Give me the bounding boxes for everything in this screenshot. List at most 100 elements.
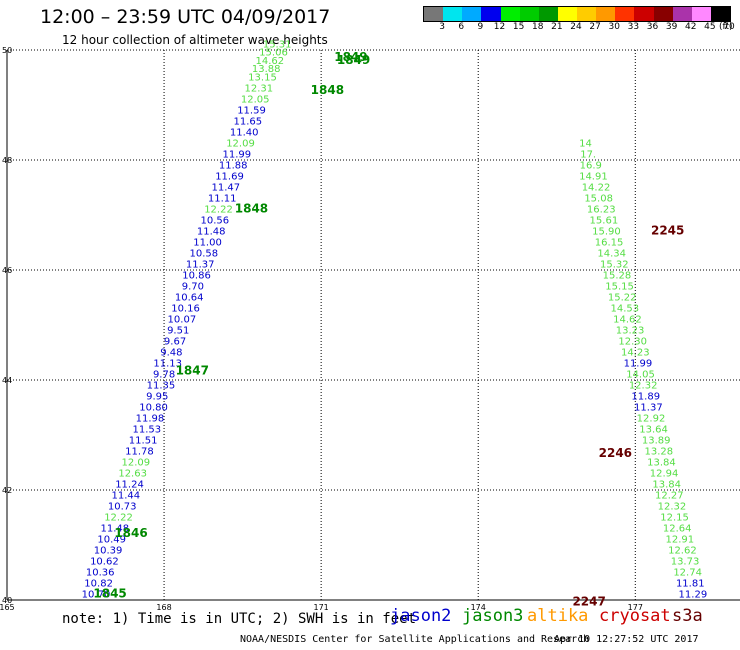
swh-value: 11.88 — [219, 160, 248, 171]
swh-value: 12.22 — [204, 204, 233, 215]
swh-value: 11.11 — [208, 193, 237, 204]
color-scale-tick: 70 — [723, 22, 735, 32]
swh-value: 9.78 — [153, 369, 175, 380]
swh-value: 12.94 — [650, 468, 679, 479]
time-label: 1849 — [334, 50, 367, 64]
y-tick-label: 48 — [2, 156, 12, 165]
satellite-legend-jason3: jason3 — [462, 606, 524, 626]
swh-value: 14.22 — [582, 182, 611, 193]
color-scale-cell — [538, 7, 558, 21]
time-label: 1848 — [235, 201, 268, 215]
color-scale-cell — [615, 7, 635, 21]
swh-value: 10.58 — [190, 248, 219, 259]
color-scale-tick: 42 — [685, 22, 697, 32]
y-tick-label: 40 — [2, 596, 12, 605]
swh-value: 15.08 — [584, 193, 613, 204]
time-label: 1849 — [337, 53, 370, 67]
swh-value: 9.48 — [160, 347, 182, 358]
color-scale-cell — [500, 7, 520, 21]
color-scale-cell — [653, 7, 673, 21]
swh-value: 11.37 — [186, 259, 215, 270]
satellite-legend-s3a: s3a — [672, 606, 703, 626]
color-scale-cell — [691, 7, 711, 21]
swh-value: 12.32 — [629, 380, 658, 391]
swh-value: 12.09 — [121, 457, 150, 468]
swh-value: 10.56 — [201, 215, 230, 226]
swh-value: 15.06 — [259, 48, 288, 59]
time-label: 1846 — [114, 526, 147, 540]
swh-value: 12.15 — [660, 512, 689, 523]
time-label: 1848 — [311, 83, 344, 97]
swh-value: 15.90 — [592, 226, 621, 237]
swh-value: 12.31 — [245, 83, 274, 94]
swh-value: 10.70 — [82, 589, 111, 600]
color-scale-tick: 45 — [704, 22, 716, 32]
note-text: note: 1) Time is in UTC; 2) SWH is in fe… — [62, 611, 417, 627]
swh-value: 11.48 — [101, 523, 130, 534]
swh-value: 13.64 — [639, 424, 668, 435]
swh-value: 11.53 — [132, 424, 161, 435]
color-scale-cell — [557, 7, 577, 21]
color-scale-tick: 30 — [608, 22, 620, 32]
swh-value: 10.16 — [171, 303, 200, 314]
color-scale-cell — [481, 7, 501, 21]
color-scale-tick: 36 — [646, 22, 659, 32]
swh-value: 11.44 — [112, 490, 141, 501]
swh-value: 10.73 — [108, 501, 137, 512]
swh-value: 14.34 — [597, 248, 626, 259]
swh-value: 14.62 — [256, 56, 285, 67]
color-scale-cell — [672, 7, 692, 21]
time-label: 1847 — [176, 364, 209, 378]
swh-value: 10.36 — [86, 567, 115, 578]
swh-value: 13.88 — [252, 64, 281, 75]
chart-title: 12:00 – 23:59 UTC 04/09/2017 — [40, 6, 331, 28]
swh-value: 11.81 — [676, 578, 705, 589]
swh-value: 11.99 — [223, 149, 252, 160]
color-scale-cell — [596, 7, 616, 21]
axis-frame — [6, 50, 740, 601]
swh-value: 11.35 — [147, 380, 176, 391]
x-tick-label: 168 — [156, 603, 171, 612]
swh-value: 10.80 — [139, 402, 168, 413]
color-scale-cell — [634, 7, 654, 21]
color-scale-tick: 18 — [532, 22, 544, 32]
swh-value: 15.22 — [608, 292, 637, 303]
grid-lines — [7, 49, 740, 600]
swh-value: 12.05 — [241, 94, 270, 105]
color-scale-cell — [443, 7, 463, 21]
tick-labels: 165 168 171 174 177 40 42 44 46 48 50 — [0, 46, 643, 612]
color-scale-tick: 6 — [458, 22, 465, 32]
color-scale-tick: 12 — [493, 22, 506, 32]
color-scale-bar — [423, 6, 731, 22]
swh-value: 12.30 — [618, 336, 647, 347]
swh-value: 11.98 — [136, 413, 165, 424]
color-scale-tick: 27 — [589, 22, 601, 32]
swh-value: 11.48 — [197, 226, 226, 237]
swh-value: 12.64 — [663, 523, 692, 534]
color-scale-tick: 15 — [512, 22, 525, 32]
swh-value: 13.73 — [671, 556, 700, 567]
time-label: 1845 — [93, 586, 126, 600]
swh-value: 10.39 — [94, 545, 123, 556]
swh-value: 15.32 — [600, 259, 629, 270]
swh-value: 10.07 — [168, 314, 197, 325]
swh-value: 12.09 — [226, 138, 255, 149]
swh-value: 15.28 — [603, 270, 632, 281]
color-scale-cell — [577, 7, 597, 21]
swh-value: 15.15 — [605, 281, 634, 292]
color-scale-tick: 39 — [665, 22, 678, 32]
swh-value: 14.23 — [621, 347, 650, 358]
swh-value: 14.62 — [613, 314, 642, 325]
swh-value: 12.74 — [673, 567, 702, 578]
swh-value: 11.99 — [624, 358, 653, 369]
y-tick-label: 44 — [2, 376, 12, 385]
x-tick-label: 165 — [0, 603, 15, 612]
color-scale-cell — [424, 7, 444, 21]
timestamp: Apr 10 12:27:52 UTC 2017 — [554, 634, 699, 645]
swh-value: 13.23 — [616, 325, 645, 336]
swh-value: 10.62 — [90, 556, 119, 567]
y-tick-label: 42 — [2, 486, 12, 495]
swh-value: 14.53 — [610, 303, 639, 314]
